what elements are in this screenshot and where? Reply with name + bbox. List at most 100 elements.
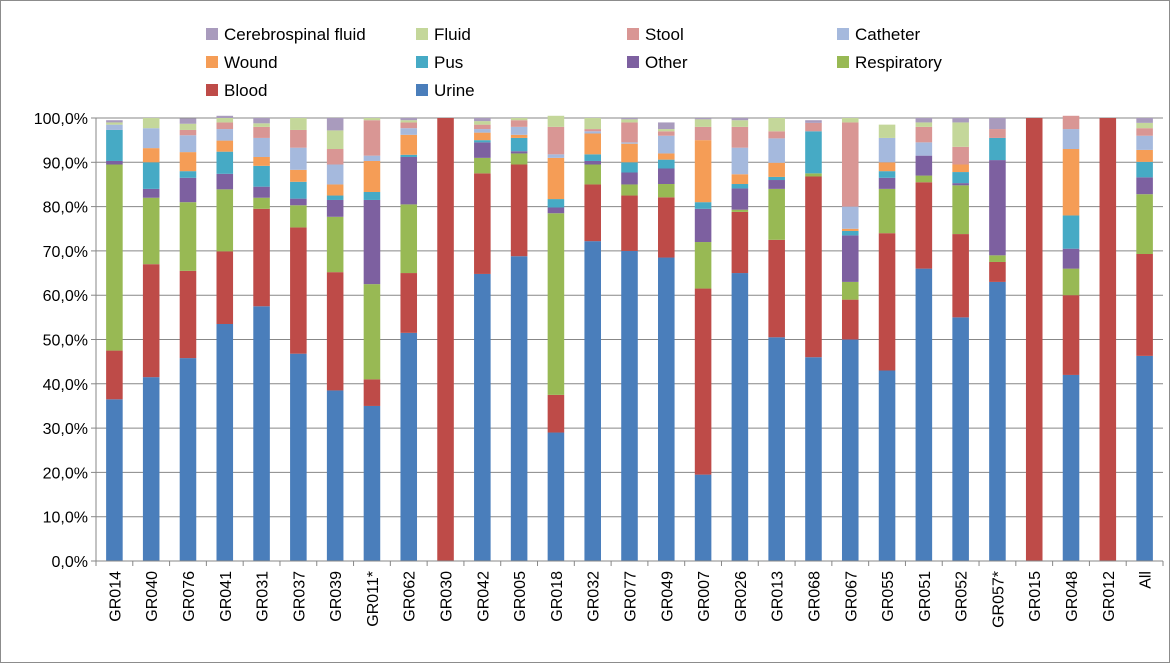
bar-respiratory	[290, 205, 307, 228]
bar-blood	[510, 164, 528, 257]
legend-label: Urine	[434, 81, 475, 100]
bar-respiratory	[179, 202, 197, 271]
bar-wound	[1062, 149, 1080, 216]
bar-respiratory	[694, 242, 712, 289]
bar-blood	[474, 173, 491, 274]
bar-stack-all	[1136, 118, 1153, 561]
bar-urine	[841, 339, 859, 561]
bar-stool	[290, 129, 307, 148]
bar-urine	[363, 405, 381, 561]
bar-cerebrospinal-fluid	[621, 118, 638, 120]
bar-blood	[584, 184, 601, 242]
bar-fluid	[363, 118, 381, 121]
bar-fluid	[584, 118, 601, 130]
bar-stack-gr048	[1062, 115, 1080, 561]
bar-wound	[841, 228, 859, 231]
y-tick-label: 50,0%	[43, 333, 88, 350]
bar-blood	[841, 299, 859, 340]
bar-wound	[400, 134, 418, 155]
bar-urine	[474, 273, 491, 561]
legend-item-blood: Blood	[206, 81, 267, 100]
bar-stack-gr067	[841, 118, 859, 561]
x-tick-label: GR048	[1064, 571, 1081, 622]
bars	[106, 115, 1153, 561]
bar-respiratory	[621, 184, 638, 196]
legend-item-fluid: Fluid	[416, 25, 471, 44]
legend: Cerebrospinal fluid Fluid Stool Catheter Wou…	[206, 25, 942, 100]
bar-fluid	[326, 130, 344, 150]
bar-stool	[658, 131, 675, 136]
x-tick-label: GR030	[439, 571, 456, 622]
bar-respiratory	[363, 284, 381, 380]
bar-pus	[952, 172, 969, 184]
bar-pus	[694, 202, 712, 209]
bar-pus	[474, 140, 491, 143]
bar-respiratory	[731, 209, 749, 212]
bar-wound	[290, 169, 307, 182]
bar-stool	[510, 120, 528, 127]
x-tick-label: GR037	[291, 571, 308, 622]
bar-blood	[658, 197, 675, 258]
x-tick-label: GR032	[586, 571, 603, 622]
y-tick-label: 30,0%	[43, 421, 88, 438]
bar-fluid	[474, 121, 491, 125]
bar-respiratory	[878, 188, 896, 234]
bar-other	[841, 235, 859, 282]
bar-respiratory	[989, 255, 1006, 262]
bar-other	[694, 208, 712, 243]
x-axis-ticks: GR014 GR040 GR076 GR041 GR031 GR037 GR039 GR011…	[95, 561, 1164, 628]
bar-pus	[253, 165, 270, 187]
y-tick-label: 10,0%	[43, 510, 88, 527]
bar-respiratory	[952, 185, 969, 235]
x-tick-label: GR049	[659, 571, 676, 622]
legend-item-respiratory: Respiratory	[837, 53, 942, 72]
bar-catheter	[474, 129, 491, 133]
y-tick-label: 20,0%	[43, 465, 88, 482]
bar-stack-gr012	[1099, 118, 1117, 561]
bar-respiratory	[142, 197, 160, 265]
y-tick-label: 100,0%	[34, 111, 88, 128]
bar-catheter	[179, 135, 197, 153]
bar-pus	[216, 151, 234, 174]
bar-respiratory	[547, 213, 565, 395]
x-tick-label: All	[1138, 571, 1155, 589]
bar-other	[290, 198, 307, 206]
legend-item-urine: Urine	[416, 81, 475, 100]
bar-blood	[952, 234, 969, 318]
x-tick-label: GR031	[255, 571, 272, 622]
bar-other	[621, 172, 638, 185]
bar-stool	[584, 129, 601, 132]
x-tick-label: GR012	[1101, 571, 1118, 622]
bar-wound	[694, 140, 712, 203]
bar-catheter	[290, 147, 307, 170]
bar-stool	[326, 149, 344, 165]
bar-stack-gr014	[106, 120, 123, 561]
x-tick-label: GR041	[218, 571, 235, 622]
bar-catheter	[621, 142, 638, 144]
bar-pus	[547, 199, 565, 208]
bar-wound	[216, 140, 234, 152]
bar-catheter	[768, 138, 785, 163]
bar-wound	[474, 132, 491, 141]
bar-cerebrospinal-fluid	[474, 118, 491, 122]
legend-label: Catheter	[855, 25, 921, 44]
bar-urine	[952, 317, 969, 561]
bar-other	[731, 188, 749, 210]
bar-stool	[768, 131, 785, 139]
x-tick-label: GR015	[1027, 571, 1044, 622]
bar-fluid	[547, 115, 565, 127]
bar-stool	[731, 126, 749, 148]
bar-wound	[142, 148, 160, 163]
bar-stool	[253, 126, 270, 138]
bar-wound	[768, 162, 785, 177]
bar-urine	[510, 256, 528, 561]
bar-blood	[731, 211, 749, 274]
bar-respiratory	[400, 204, 418, 274]
bar-cerebrospinal-fluid	[952, 118, 969, 123]
y-tick-label: 40,0%	[43, 377, 88, 394]
bar-blood	[363, 379, 381, 406]
bar-stack-gr032	[584, 118, 601, 561]
bar-catheter	[547, 154, 565, 158]
bar-other	[547, 207, 565, 214]
bar-fluid	[952, 122, 969, 147]
